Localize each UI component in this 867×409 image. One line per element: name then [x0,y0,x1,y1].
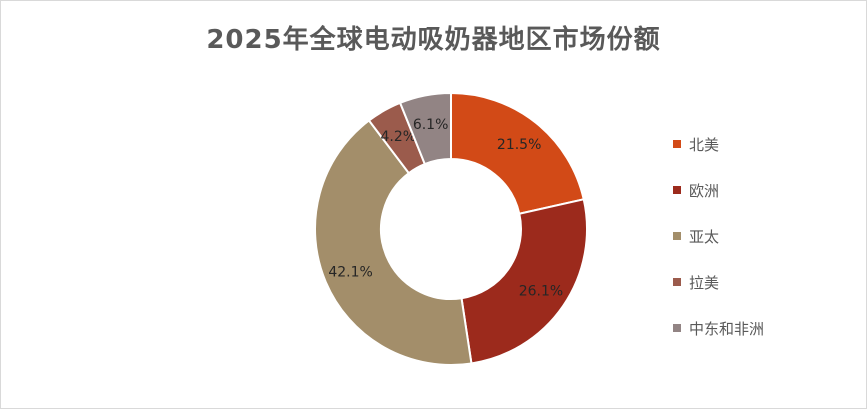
legend-item-1: 北美 [673,121,764,167]
legend-item-4: 拉美 [673,259,764,305]
donut-slice-3 [314,119,473,366]
legend-label: 中东和非洲 [689,319,765,338]
legend-item-2: 欧洲 [673,167,764,213]
data-label-3: 42.1% [328,264,372,280]
legend-swatch [673,324,681,332]
legend-label: 亚太 [689,227,720,246]
chart-title: 2025年全球电动吸奶器地区市场份额 [206,25,661,55]
legend-swatch [673,278,681,286]
legend-item-5: 中东和非洲 [673,305,764,351]
donut-slice-5 [398,91,452,166]
legend-swatch [673,186,681,194]
legend-label: 欧洲 [689,181,720,200]
legend-label: 北美 [689,135,720,154]
chart-legend: 北美欧洲亚太拉美中东和非洲 [673,121,764,351]
legend-item-3: 亚太 [673,213,764,259]
donut-slice-2 [460,198,588,365]
data-label-5: 6.1% [413,117,449,133]
legend-swatch [673,140,681,148]
data-label-4: 4.2% [380,129,416,145]
donut-slice-1 [450,91,585,215]
legend-swatch [673,232,681,240]
data-label-2: 26.1% [519,284,563,300]
legend-label: 拉美 [689,273,720,292]
data-label-1: 21.5% [497,137,541,153]
